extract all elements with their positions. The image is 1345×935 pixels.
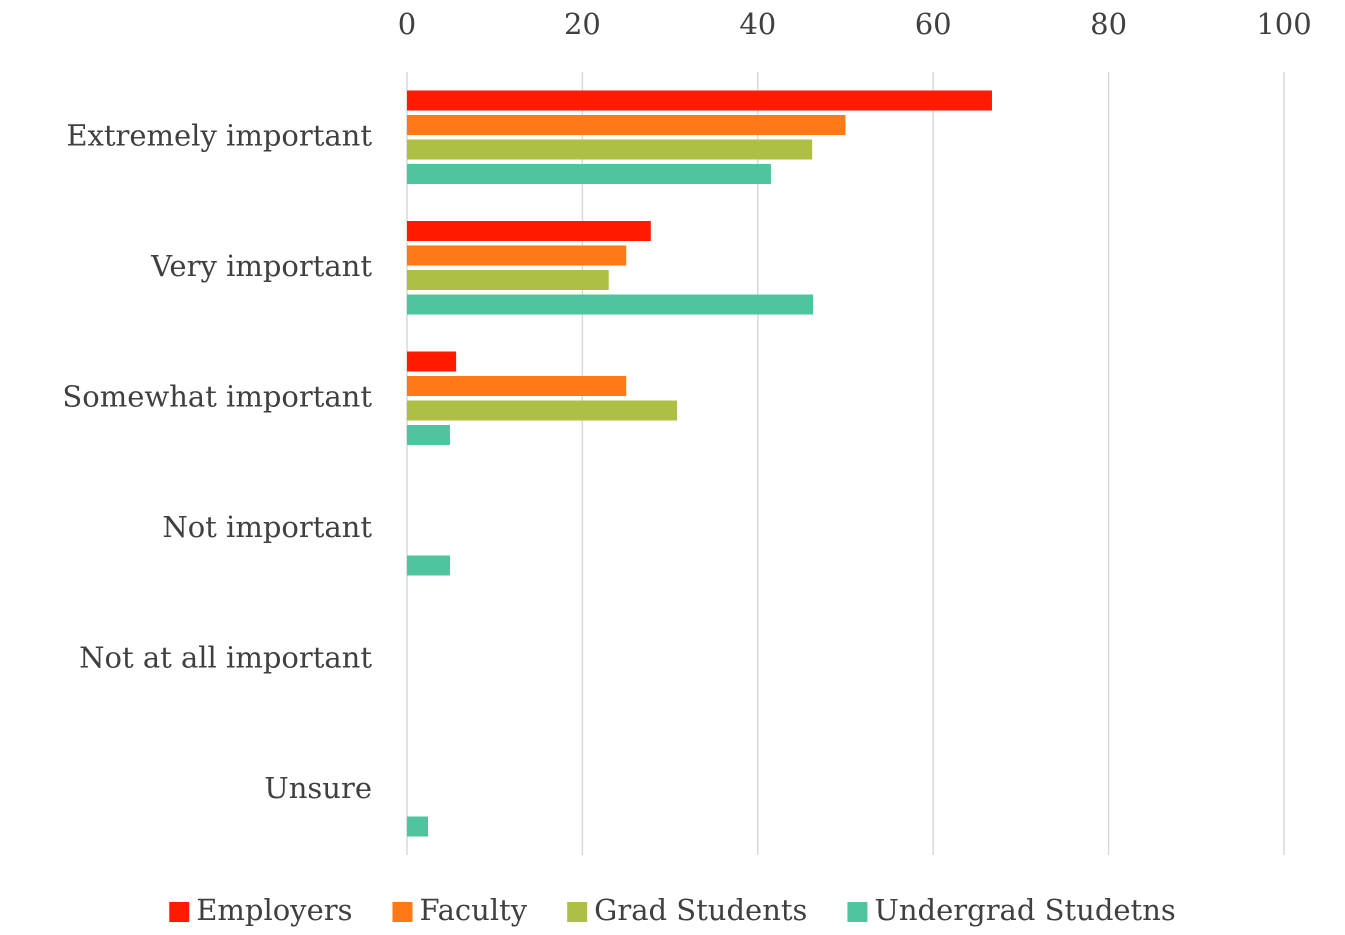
legend-label: Undergrad Studetns (874, 893, 1175, 927)
bar (407, 294, 814, 315)
y-tick-label: Not at all important (79, 640, 372, 674)
y-tick-label: Not important (162, 510, 372, 544)
legend-swatch (392, 902, 413, 922)
bar (407, 376, 627, 396)
bar (407, 221, 651, 241)
legend-label: Grad Students (594, 893, 807, 927)
y-tick-label: Extremely important (66, 118, 372, 152)
legend-swatch (169, 902, 190, 922)
x-tick-label: 80 (1090, 7, 1127, 41)
y-tick-label: Unsure (264, 771, 372, 805)
bar (407, 90, 992, 111)
x-tick-label: 0 (398, 7, 416, 41)
bar (407, 139, 813, 160)
bar (407, 115, 846, 135)
bar (407, 816, 429, 837)
bar (407, 351, 457, 372)
legend-label: Faculty (419, 893, 527, 927)
bar (407, 164, 771, 184)
bar (407, 400, 678, 421)
x-tick-label: 20 (564, 7, 601, 41)
bar (407, 425, 450, 445)
legend-swatch (567, 902, 588, 922)
bar (407, 555, 450, 576)
y-tick-label: Somewhat important (62, 379, 372, 413)
bar (407, 245, 627, 266)
x-tick-label: 60 (915, 7, 952, 41)
legend-swatch (847, 902, 868, 922)
x-tick-label: 100 (1256, 7, 1311, 41)
x-tick-label: 40 (739, 7, 776, 41)
bar (407, 270, 609, 290)
legend-label: Employers (196, 893, 352, 927)
y-tick-label: Very important (150, 249, 372, 283)
